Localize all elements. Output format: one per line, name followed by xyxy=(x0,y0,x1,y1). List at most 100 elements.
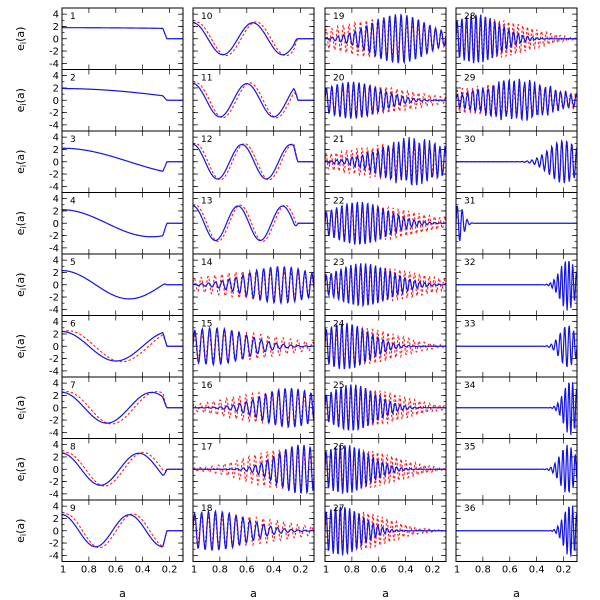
panel-number: 9 xyxy=(70,504,76,514)
blue-series-line xyxy=(324,137,447,186)
red-dashed-series-line xyxy=(192,143,314,181)
blue-series-line xyxy=(61,87,183,101)
panel-frame xyxy=(61,499,184,562)
y-tick-label: -4 xyxy=(49,243,59,254)
blue-series-line xyxy=(455,77,578,122)
blue-series-line xyxy=(324,322,446,370)
blue-series-line xyxy=(61,330,183,362)
panel-frame xyxy=(61,192,184,255)
x-tick-label: 0.2 xyxy=(162,565,178,576)
panel-frame xyxy=(61,7,184,70)
x-axis-label: a xyxy=(119,587,126,600)
panel-number: 6 xyxy=(70,320,76,330)
blue-series-line xyxy=(456,382,578,435)
blue-series-line xyxy=(324,201,447,245)
y-tick-label: -2 xyxy=(49,47,59,58)
panel-frame xyxy=(455,499,578,562)
y-axis-label: ei(a) xyxy=(14,519,28,543)
panel-number: 3 xyxy=(70,135,76,145)
y-tick-label: 0 xyxy=(53,157,59,168)
panel-number: 4 xyxy=(70,197,76,207)
blue-series-line xyxy=(456,506,578,557)
y-tick-label: 0 xyxy=(53,34,59,45)
x-tick-label: 1 xyxy=(191,565,197,576)
blue-series-line xyxy=(324,384,446,432)
y-tick-label: -2 xyxy=(49,416,59,427)
panel-number: 25 xyxy=(333,381,344,391)
y-tick-label: 4 xyxy=(53,10,59,21)
x-tick-label: 1 xyxy=(323,565,329,576)
panel-number: 8 xyxy=(70,443,76,453)
x-tick-label: 0.6 xyxy=(239,565,255,576)
blue-series-line xyxy=(324,13,447,65)
y-tick-label: 2 xyxy=(53,268,59,279)
panel-number: 5 xyxy=(70,258,76,268)
panel-frame xyxy=(61,376,184,439)
x-tick-label: 0.2 xyxy=(425,565,441,576)
panel-number: 1 xyxy=(70,12,76,22)
y-tick-label: 0 xyxy=(53,526,59,537)
panel-number: 10 xyxy=(201,12,213,22)
panel-number: 24 xyxy=(333,320,345,330)
x-tick-label: 0.2 xyxy=(293,565,309,576)
y-tick-label: 0 xyxy=(53,96,59,107)
y-tick-label: 2 xyxy=(53,145,59,156)
panel-number: 30 xyxy=(464,135,476,145)
x-tick-label: 0.6 xyxy=(108,565,124,576)
blue-series-line xyxy=(62,209,183,238)
panel-number: 16 xyxy=(201,381,213,391)
y-tick-label: -2 xyxy=(49,108,59,119)
blue-series-line xyxy=(61,514,183,548)
y-tick-label: -4 xyxy=(49,428,59,439)
red-dashed-series-line xyxy=(192,21,314,57)
panel-frame xyxy=(61,253,184,316)
panel-number: 2 xyxy=(70,74,76,84)
x-tick-label: 0.8 xyxy=(344,565,360,576)
panel-number: 15 xyxy=(201,320,212,330)
panel-frame xyxy=(192,499,315,562)
y-tick-label: 0 xyxy=(53,219,59,230)
y-tick-label: 4 xyxy=(53,133,59,144)
y-tick-label: 0 xyxy=(53,403,59,414)
red-dashed-series-line xyxy=(324,326,447,366)
x-tick-label: 0.6 xyxy=(371,565,387,576)
red-dashed-series-line xyxy=(61,330,183,363)
x-tick-label: 0.2 xyxy=(556,565,572,576)
y-tick-label: 4 xyxy=(53,194,59,205)
blue-series-line xyxy=(324,81,447,119)
panel-number: 13 xyxy=(201,197,212,207)
y-tick-label: -2 xyxy=(49,231,59,242)
blue-series-line xyxy=(324,506,446,556)
panel-number: 18 xyxy=(201,504,213,514)
blue-series-line xyxy=(455,205,577,242)
y-tick-label: 2 xyxy=(53,206,59,217)
y-axis-label: ei(a) xyxy=(14,88,28,112)
blue-series-line xyxy=(324,263,447,308)
panel-frame xyxy=(61,69,184,132)
red-dashed-series-line xyxy=(61,513,183,549)
blue-series-line xyxy=(62,27,183,40)
blue-series-line xyxy=(192,83,314,118)
y-tick-label: 0 xyxy=(53,342,59,353)
panel-number: 7 xyxy=(70,381,76,391)
blue-series-line xyxy=(456,260,578,311)
y-tick-label: 4 xyxy=(53,440,59,451)
blue-series-line xyxy=(456,325,578,368)
y-tick-label: 2 xyxy=(53,329,59,340)
panel-number: 14 xyxy=(201,258,213,268)
blue-series-line xyxy=(455,14,577,64)
y-tick-label: 0 xyxy=(53,465,59,476)
panel-frame xyxy=(61,315,184,378)
blue-series-line xyxy=(61,452,183,486)
x-tick-label: 0.4 xyxy=(266,565,282,576)
x-tick-label: 0.8 xyxy=(475,565,491,576)
panel-frame xyxy=(61,438,184,501)
panel-number: 36 xyxy=(464,504,476,514)
blue-series-line xyxy=(324,445,446,494)
y-tick-label: -2 xyxy=(49,293,59,304)
y-tick-label: 4 xyxy=(53,379,59,390)
y-tick-label: -2 xyxy=(49,539,59,550)
y-tick-label: 0 xyxy=(53,280,59,291)
x-axis-label: a xyxy=(513,587,520,600)
